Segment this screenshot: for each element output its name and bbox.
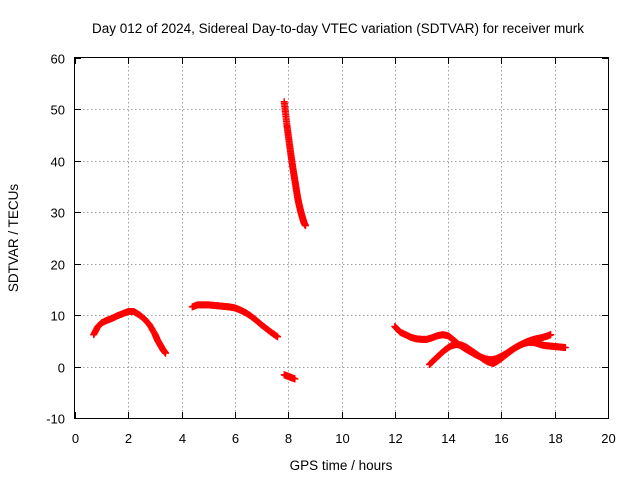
x-tick-label: 20 xyxy=(601,431,615,446)
x-tick-label: 12 xyxy=(388,431,402,446)
y-tick-label: 50 xyxy=(51,103,65,118)
data-point xyxy=(547,331,555,339)
x-tick-label: 0 xyxy=(72,431,79,446)
data-point xyxy=(274,333,282,341)
x-axis-label: GPS time / hours xyxy=(290,458,393,473)
x-tick-label: 6 xyxy=(232,431,239,446)
plot-frame xyxy=(74,57,609,419)
x-tick-label: 4 xyxy=(179,431,186,446)
data-points xyxy=(90,98,569,383)
x-tick-label: 8 xyxy=(285,431,292,446)
y-axis-ticks: -10 0 10 20 30 40 50 60 xyxy=(46,52,608,427)
x-tick-label: 2 xyxy=(125,431,132,446)
x-tick-label: 16 xyxy=(494,431,508,446)
data-point xyxy=(291,375,299,383)
y-tick-label: 60 xyxy=(51,52,65,67)
y-tick-label: 30 xyxy=(51,206,65,221)
y-tick-label: 20 xyxy=(51,258,65,273)
y-tick-label: 40 xyxy=(51,155,65,170)
y-tick-label: 10 xyxy=(51,309,65,324)
x-tick-label: 10 xyxy=(335,431,349,446)
chart-title: Day 012 of 2024, Sidereal Day-to-day VTE… xyxy=(92,21,584,36)
data-point xyxy=(162,349,170,357)
y-axis-label: SDTVAR / TECUs xyxy=(6,184,21,293)
data-point xyxy=(302,222,310,230)
x-tick-label: 14 xyxy=(441,431,455,446)
grid-lines xyxy=(75,58,608,418)
y-tick-label: -10 xyxy=(46,412,65,427)
y-tick-label: 0 xyxy=(58,361,65,376)
x-axis-ticks: 0 2 4 6 8 10 12 14 16 18 20 xyxy=(72,58,616,446)
data-point xyxy=(561,344,569,352)
x-tick-label: 18 xyxy=(548,431,562,446)
